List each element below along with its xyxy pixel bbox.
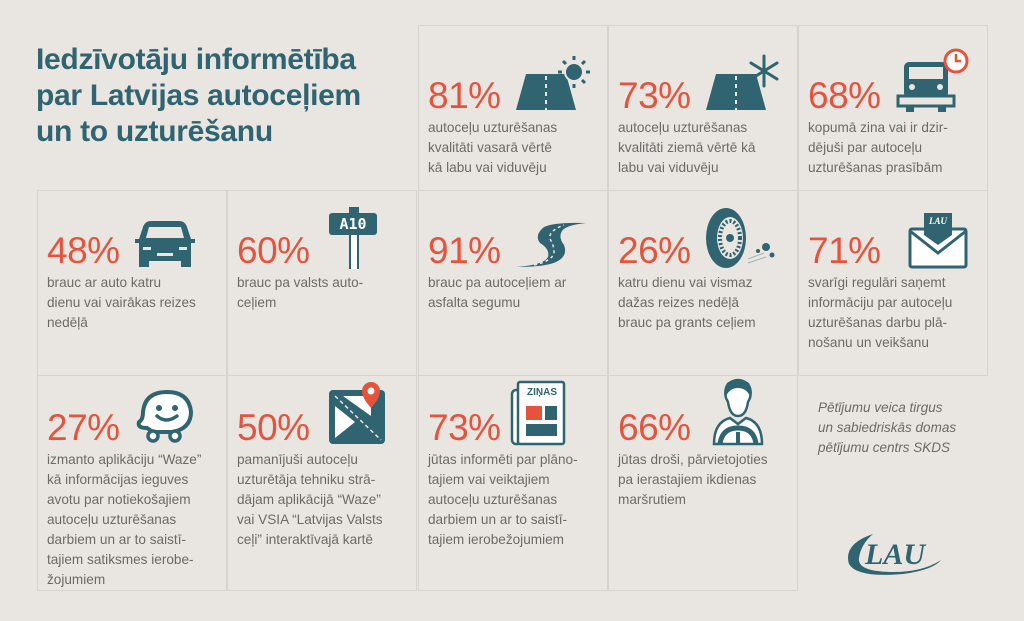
stat-card: 60% A10 brauc pa valsts auto- ceļiem	[227, 190, 417, 376]
stat-description: izmanto aplikāciju “Waze” kā informācija…	[47, 452, 202, 587]
envelope-logo: LAU	[929, 216, 947, 226]
stat-percent: 68%	[808, 75, 881, 116]
winter-road-icon	[706, 54, 779, 110]
stat-description: brauc pa valsts auto- ceļiem	[237, 275, 364, 310]
source-note: Pētījumu veica tirgus un sabiedriskās do…	[818, 400, 957, 455]
stat-description: brauc pa autoceļiem ar asfalta segumu	[428, 275, 567, 310]
stat-card: 73% ZIŅAS jūtas informēti par plāno- taj…	[418, 375, 608, 591]
stat-percent: 26%	[618, 230, 691, 271]
stat-percent: 73%	[428, 407, 501, 448]
stat-card: 71% LAU svarīgi regulāri saņemt informāc…	[798, 190, 988, 376]
stat-percent: 71%	[808, 230, 881, 271]
newspaper-icon: ZIŅAS	[510, 380, 566, 446]
stat-description: jūtas informēti par plāno- tajiem vai ve…	[428, 452, 578, 547]
snowplow-clock-icon	[896, 48, 969, 112]
stat-percent: 66%	[618, 407, 691, 448]
road-sign-icon: A10	[329, 207, 379, 269]
stat-description: autoceļu uzturēšanas kvalitāti ziemā vēr…	[618, 120, 756, 175]
driver-icon	[712, 378, 764, 446]
page-title: Iedzīvotāju informētība par Latvijas aut…	[36, 43, 361, 148]
stat-description: brauc ar auto katru dienu vai vairākas r…	[47, 275, 196, 330]
stat-percent: 73%	[618, 75, 691, 116]
newspaper-label: ZIŅAS	[527, 387, 557, 398]
stat-description: jūtas droši, pārvietojoties pa ierastaji…	[618, 452, 768, 507]
stat-percent: 50%	[237, 407, 310, 448]
stat-card: 26% katru dienu vai vismaz dažas reizes …	[608, 190, 798, 376]
stat-percent: 27%	[47, 407, 120, 448]
waze-icon	[136, 389, 194, 443]
logo-text: LAU	[864, 538, 926, 571]
summer-road-icon	[516, 56, 590, 110]
stat-description: kopumā zina vai ir dzir- dējuši par auto…	[808, 120, 948, 175]
stat-card: 81% autoceļu uzturēšanas kvalitāti vasar…	[418, 25, 608, 191]
stat-percent: 81%	[428, 75, 501, 116]
lau-logo: LAU	[843, 530, 943, 585]
envelope-icon: LAU	[908, 211, 968, 269]
stat-card: 68% kopumā zina vai ir dzir- dējuši par …	[798, 25, 988, 191]
stat-card: 50% pamanījuši autoceļu uzturētāja tehni…	[227, 375, 417, 591]
stat-card: 27% izmanto aplikāciju “Waze” kā informā…	[37, 375, 227, 591]
stat-percent: 60%	[237, 230, 310, 271]
stat-description: svarīgi regulāri saņemt informāciju par …	[808, 275, 953, 350]
tire-gravel-icon	[706, 208, 775, 268]
map-pin-icon	[329, 382, 385, 444]
stat-card: 66% jūtas droši, pārvietojoties pa ieras…	[608, 375, 798, 591]
stat-percent: 91%	[428, 230, 501, 271]
stat-description: autoceļu uzturēšanas kvalitāti vasarā vē…	[428, 120, 558, 175]
stat-card: 73% autoceļu uzturēšanas kvalitāti ziemā…	[608, 25, 798, 191]
stat-description: pamanījuši autoceļu uzturētāja tehniku s…	[237, 452, 383, 547]
car-icon	[135, 221, 195, 267]
stat-card: 91% brauc pa autoceļiem ar asfalta segum…	[418, 190, 608, 376]
stat-description: katru dienu vai vismaz dažas reizes nedē…	[618, 275, 756, 330]
stat-percent: 48%	[47, 230, 120, 271]
stat-card: 48% brauc ar auto katru dienu vai vairāk…	[37, 190, 227, 376]
winding-road-icon	[516, 222, 586, 267]
road-sign-label: A10	[329, 213, 377, 235]
